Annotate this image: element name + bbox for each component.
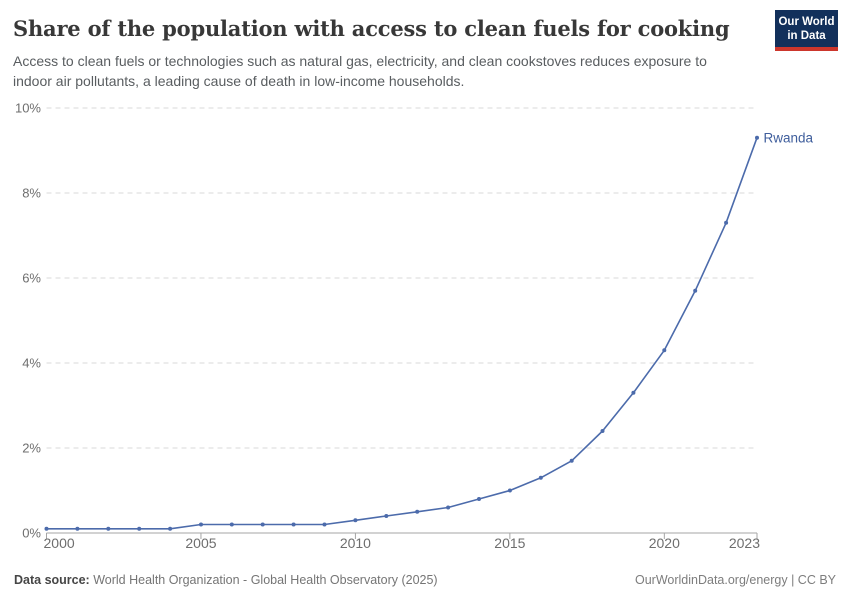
x-axis-label-2020: 2020 xyxy=(649,535,680,551)
data-point-2002[interactable] xyxy=(106,526,111,531)
data-point-2019[interactable] xyxy=(631,390,636,395)
data-point-2013[interactable] xyxy=(446,505,451,510)
data-point-2023[interactable] xyxy=(755,135,759,140)
x-axis-label-2023: 2023 xyxy=(729,535,760,551)
y-axis-label-10: 10% xyxy=(15,101,41,116)
x-axis-label-2010: 2010 xyxy=(340,535,371,551)
chart-subtitle: Access to clean fuels or technologies su… xyxy=(13,53,707,89)
y-axis-label-0: 0% xyxy=(22,526,41,541)
x-axis-label-2015: 2015 xyxy=(494,535,525,551)
data-source-label: Data source: xyxy=(14,573,90,587)
data-point-2008[interactable] xyxy=(291,522,296,527)
data-point-2022[interactable] xyxy=(724,220,729,225)
data-point-2016[interactable] xyxy=(538,475,543,480)
data-point-2012[interactable] xyxy=(415,509,420,514)
data-point-2014[interactable] xyxy=(477,497,481,501)
data-point-2015[interactable] xyxy=(507,488,512,493)
owid-logo-line2: in Data xyxy=(787,29,826,42)
owid-credit-link[interactable]: OurWorldinData.org/energy | CC BY xyxy=(634,573,836,587)
y-axis-label-2: 2% xyxy=(22,441,41,456)
data-point-2020[interactable] xyxy=(662,348,667,353)
data-point-2021[interactable] xyxy=(693,288,698,293)
page-title: Share of the population with access to c… xyxy=(13,16,730,41)
data-source-text: World Health Organization - Global Healt… xyxy=(93,573,438,587)
data-point-2009[interactable] xyxy=(322,522,327,527)
data-point-2001[interactable] xyxy=(75,526,80,531)
y-axis-label-4: 4% xyxy=(22,356,41,371)
data-point-2003[interactable] xyxy=(137,526,142,531)
data-point-2000[interactable] xyxy=(44,526,49,531)
series-label-rwanda[interactable]: Rwanda xyxy=(764,130,814,145)
data-point-2018[interactable] xyxy=(600,429,605,433)
data-source-line: Data source: World Health Organization -… xyxy=(14,573,438,587)
data-point-2011[interactable] xyxy=(384,514,389,518)
y-axis-label-8: 8% xyxy=(22,186,41,201)
owid-logo[interactable]: Our World in Data xyxy=(775,10,838,51)
chart-footer: Data source: World Health Organization -… xyxy=(0,573,850,587)
x-axis-label-2005: 2005 xyxy=(185,535,216,551)
data-point-2004[interactable] xyxy=(168,526,173,531)
data-point-2010[interactable] xyxy=(353,518,358,523)
series-line-rwanda[interactable] xyxy=(45,136,758,530)
data-point-2017[interactable] xyxy=(569,458,574,463)
owid-logo-line1: Our World xyxy=(778,15,835,28)
data-point-2007[interactable] xyxy=(260,522,265,527)
data-point-2005[interactable] xyxy=(199,522,203,527)
data-point-2006[interactable] xyxy=(229,522,234,527)
x-axis-label-2000: 2000 xyxy=(44,535,75,551)
y-axis-label-6: 6% xyxy=(22,271,41,286)
